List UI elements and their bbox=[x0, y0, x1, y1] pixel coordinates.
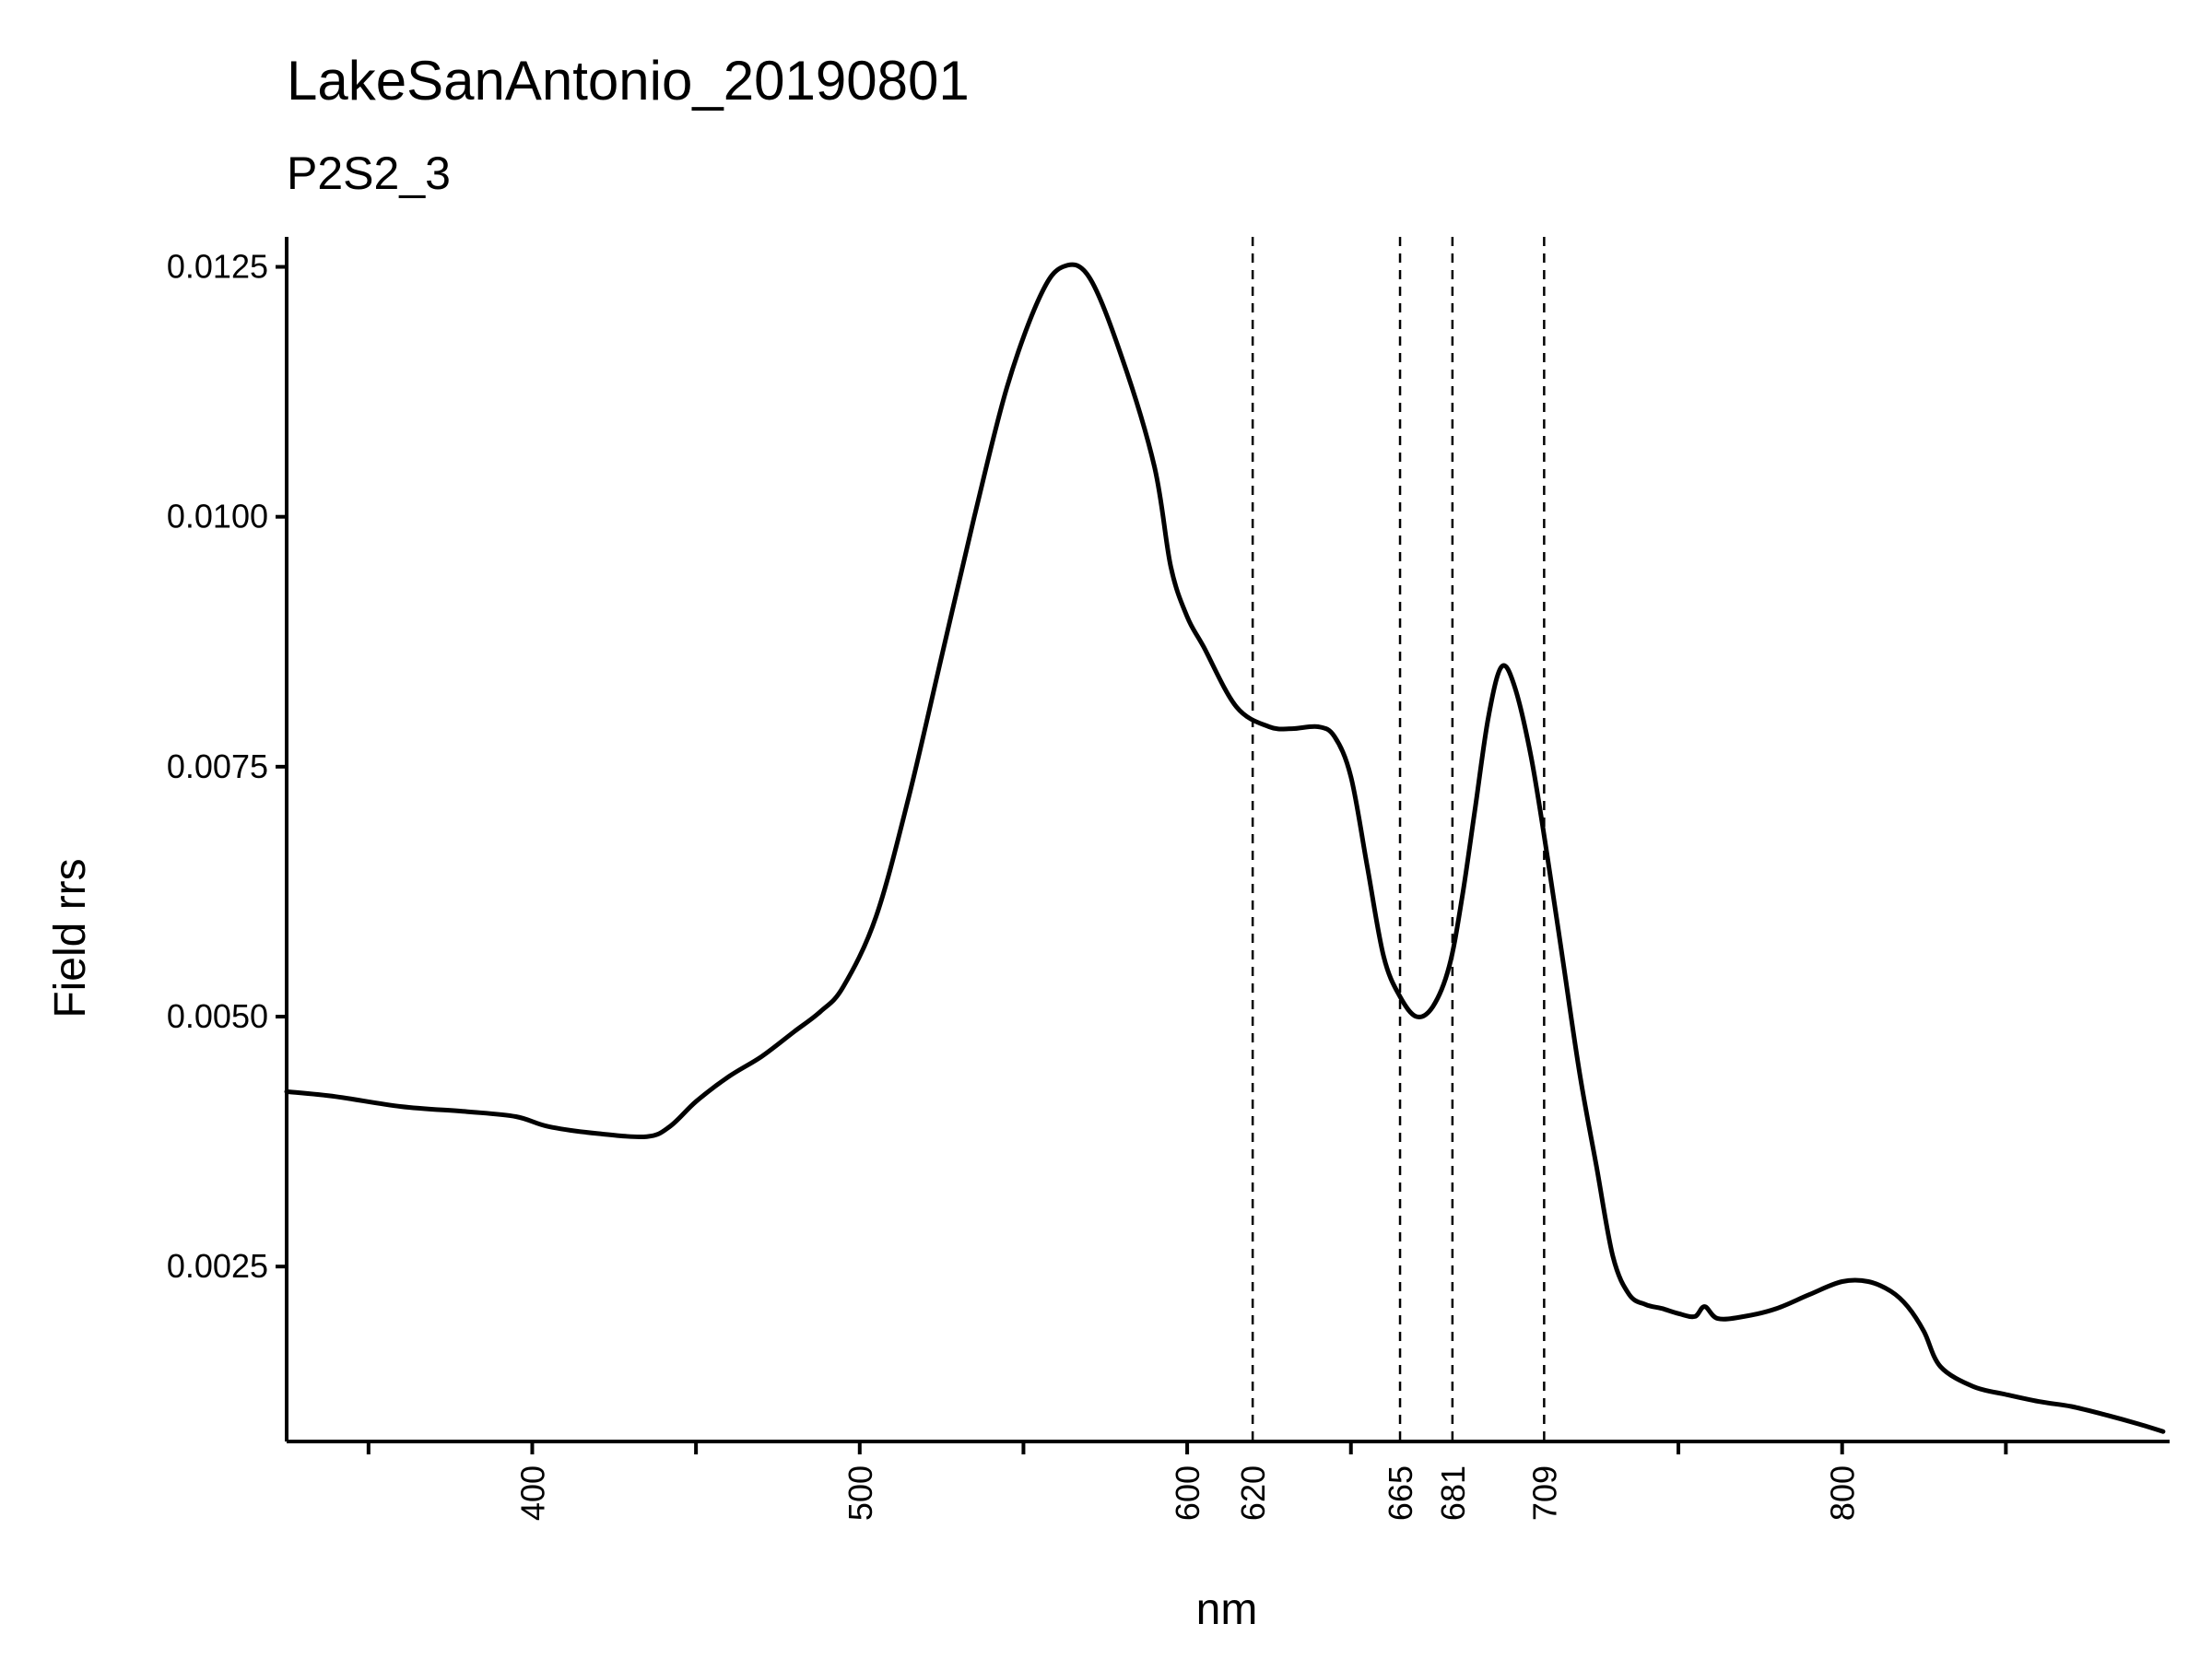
x-tick-label: 600 bbox=[1169, 1465, 1206, 1521]
x-tick-label: 681 bbox=[1434, 1465, 1472, 1521]
x-tick-label: 709 bbox=[1525, 1465, 1563, 1521]
series-line-0 bbox=[284, 262, 2166, 1434]
reference-lines bbox=[1251, 237, 1546, 1441]
y-tick-label: 0.0050 bbox=[167, 997, 268, 1035]
x-tick-label: 620 bbox=[1234, 1465, 1272, 1521]
y-axis-ticks: 0.0025 0.0050 0.0075 0.0100 0.0125 bbox=[167, 248, 287, 1285]
x-axis-title: nm bbox=[1196, 1585, 1258, 1634]
y-tick-label: 0.0075 bbox=[167, 747, 268, 785]
x-tick-label: 500 bbox=[841, 1465, 879, 1521]
chart-title: LakeSanAntonio_20190801 bbox=[287, 50, 970, 112]
series-layer bbox=[284, 262, 2166, 1434]
y-tick-label: 0.0025 bbox=[167, 1247, 268, 1285]
x-tick-label: 665 bbox=[1382, 1465, 1419, 1521]
y-axis-title: Field rrs bbox=[46, 858, 95, 1018]
chart-subtitle: P2S2_3 bbox=[287, 147, 451, 199]
y-tick-label: 0.0125 bbox=[167, 248, 268, 286]
x-tick-label: 400 bbox=[513, 1465, 551, 1521]
y-tick-label: 0.0100 bbox=[167, 498, 268, 535]
x-tick-label: 800 bbox=[1824, 1465, 1862, 1521]
x-axis-ticks: 400 500 600 800 620 665 681 709 bbox=[366, 1441, 2008, 1521]
